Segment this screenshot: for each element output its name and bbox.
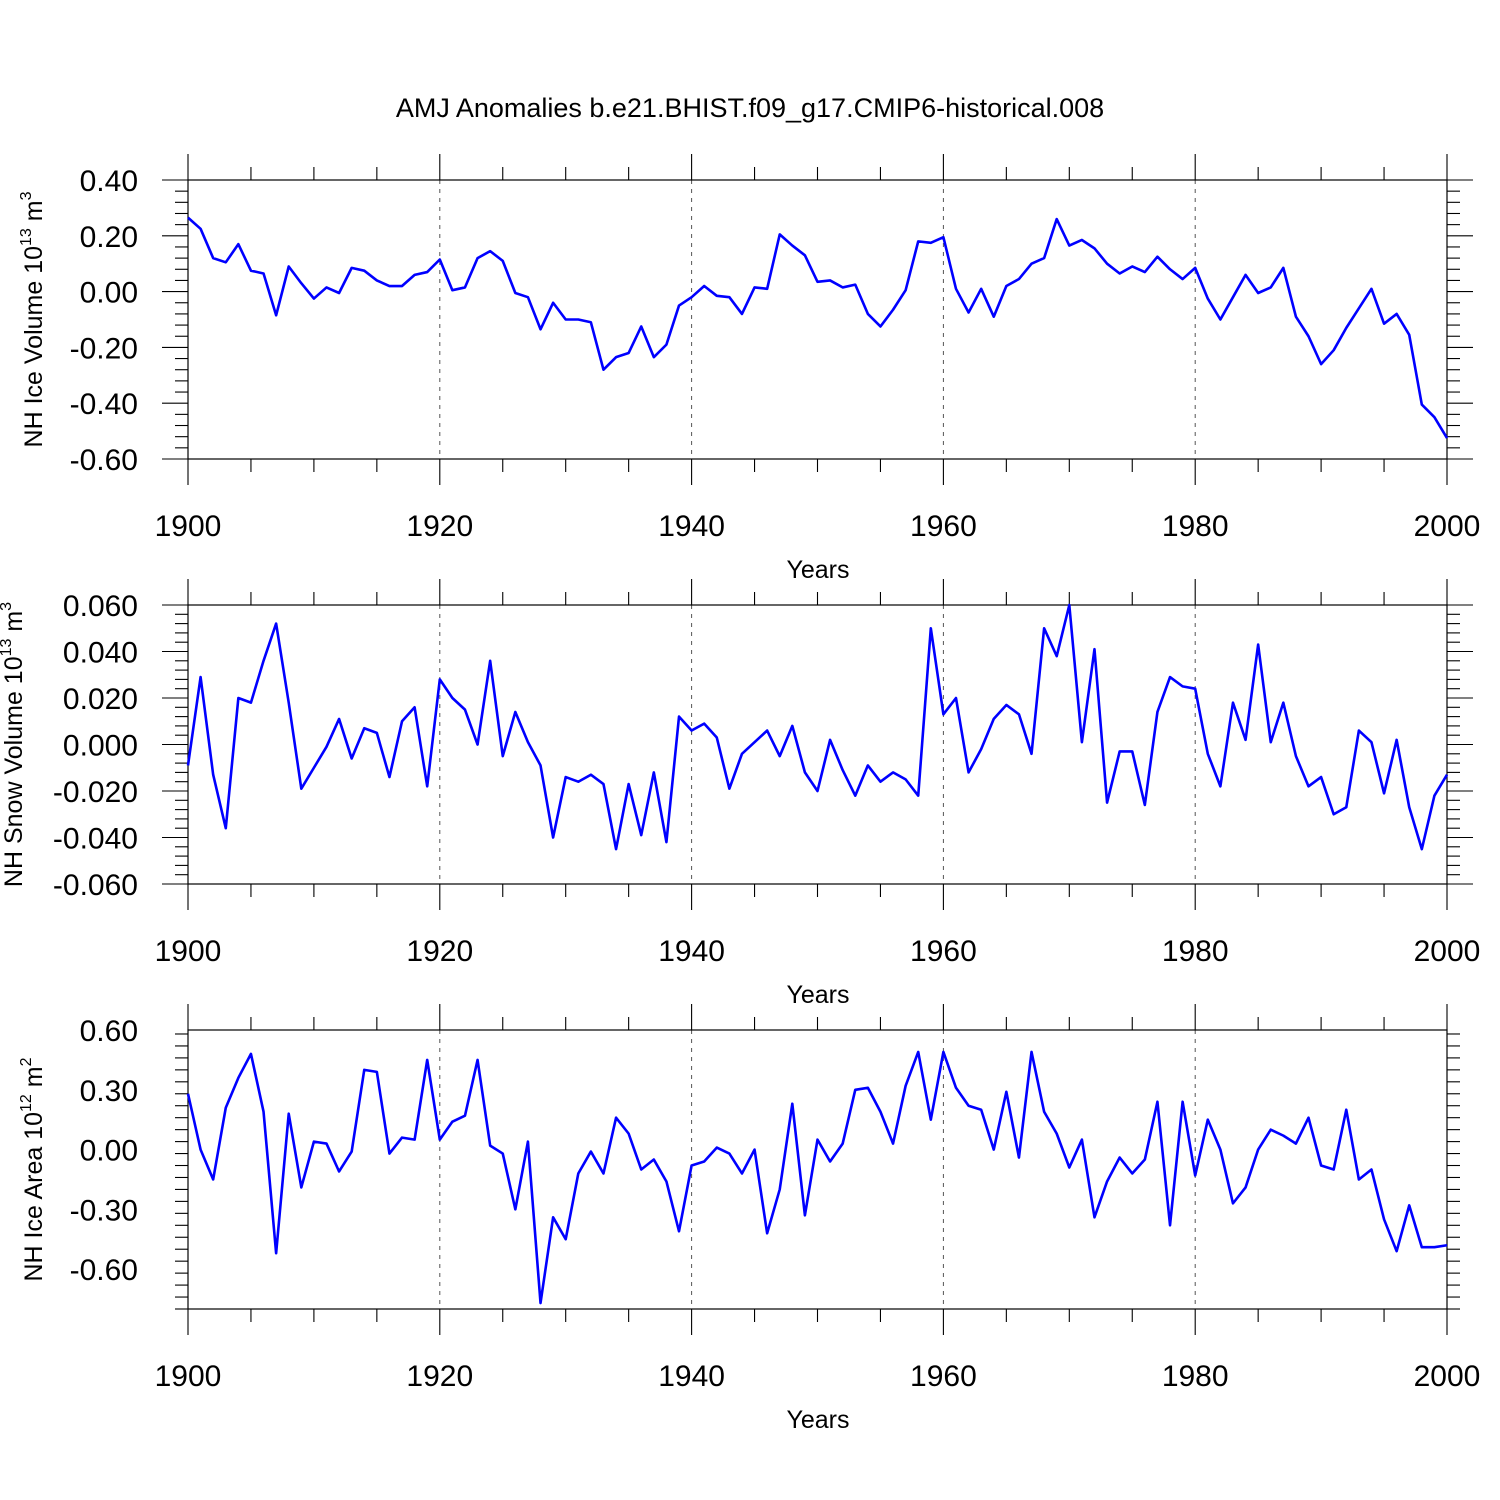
- y-tick-label: 0.040: [63, 637, 138, 670]
- y-tick-label: 0.60: [80, 1015, 138, 1048]
- x-tick-label: 1980: [1162, 935, 1229, 968]
- chart-title: AMJ Anomalies b.e21.BHIST.f09_g17.CMIP6-…: [396, 93, 1104, 123]
- y-axis-label: NH Ice Area 1012 m2: [18, 1057, 48, 1281]
- y-tick-label: 0.20: [80, 221, 138, 254]
- y-axis-label: NH Ice Volume 1013 m3: [18, 191, 48, 447]
- x-tick-label: 2000: [1414, 1360, 1481, 1393]
- x-axis-label: Years: [786, 981, 849, 1009]
- x-tick-label: 1900: [155, 1360, 222, 1393]
- y-axis-label-exponent: 12: [18, 1094, 35, 1112]
- y-axis-label-text: NH Snow Volume 10: [0, 656, 28, 887]
- y-tick-label: 0.00: [80, 277, 138, 310]
- y-tick-label: -0.20: [70, 332, 138, 365]
- x-tick-label: 1900: [155, 510, 222, 543]
- y-tick-label: 0.30: [80, 1075, 138, 1108]
- y-tick-label: -0.020: [53, 776, 138, 809]
- y-tick-label: -0.30: [70, 1194, 138, 1227]
- y-tick-label: 0.40: [80, 165, 138, 198]
- y-axis-label-unit-exponent: 2: [18, 1057, 35, 1066]
- y-axis-label-unit-exponent: 3: [0, 602, 15, 611]
- y-axis-label-unit: m: [0, 611, 28, 639]
- plot-frame: [187, 179, 1448, 460]
- y-tick-label: -0.040: [53, 823, 138, 856]
- x-tick-label: 1900: [155, 935, 222, 968]
- y-axis-label: NH Snow Volume 1013 m3: [0, 602, 28, 887]
- panel-1: 0.40 0.20 0.00 -0.20 -0.40 -0.60 1900 1920 1940 1…: [18, 154, 1480, 584]
- x-tick-label: 1920: [406, 510, 473, 543]
- series-line: [186, 603, 1449, 851]
- x-tick-label: 1920: [406, 1360, 473, 1393]
- x-tick-label: 1980: [1162, 1360, 1229, 1393]
- y-tick-label: 0.020: [63, 683, 138, 716]
- series-line: [186, 1050, 1448, 1305]
- y-axis-label-unit: m: [20, 1066, 48, 1094]
- y-tick-label: -0.60: [70, 1254, 138, 1287]
- x-tick-label: 1960: [910, 1360, 977, 1393]
- panel-3: 0.60 0.30 0.00 -0.30 -0.60 1900 1920 1940 1960 19…: [18, 1004, 1480, 1434]
- x-tick-label: 1940: [658, 1360, 725, 1393]
- x-tick-label: 2000: [1414, 935, 1481, 968]
- y-axis-label-unit: m: [20, 200, 48, 228]
- series-line: [187, 216, 1449, 439]
- y-axis-label-exponent: 13: [18, 228, 35, 246]
- y-tick-label: -0.40: [70, 388, 138, 421]
- y-tick-label: 0.060: [63, 590, 138, 623]
- y-axis-label-exponent: 13: [0, 639, 15, 657]
- y-tick-label: 0.00: [80, 1135, 138, 1168]
- y-tick-label: -0.60: [70, 444, 138, 477]
- y-axis-label-text: NH Ice Area 10: [20, 1112, 48, 1282]
- x-tick-label: 1920: [406, 935, 473, 968]
- panel-2: 0.060 0.040 0.020 0.000 -0.020 -0.040 -0.060 19…: [0, 579, 1480, 1009]
- x-axis-label: Years: [786, 1406, 849, 1434]
- x-tick-label: 1940: [658, 935, 725, 968]
- x-tick-label: 1960: [910, 935, 977, 968]
- y-tick-label: -0.060: [53, 869, 138, 902]
- y-axis-label-unit-exponent: 3: [18, 191, 35, 200]
- x-tick-label: 1940: [658, 510, 725, 543]
- x-axis-label: Years: [786, 556, 849, 584]
- panels-group: 0.40 0.20 0.00 -0.20 -0.40 -0.60 1900 1920 1940 1…: [0, 154, 1480, 1434]
- y-tick-label: 0.000: [63, 730, 138, 763]
- x-tick-label: 1960: [910, 510, 977, 543]
- x-tick-label: 2000: [1414, 510, 1481, 543]
- x-tick-label: 1980: [1162, 510, 1229, 543]
- y-axis-label-text: NH Ice Volume 10: [20, 246, 48, 448]
